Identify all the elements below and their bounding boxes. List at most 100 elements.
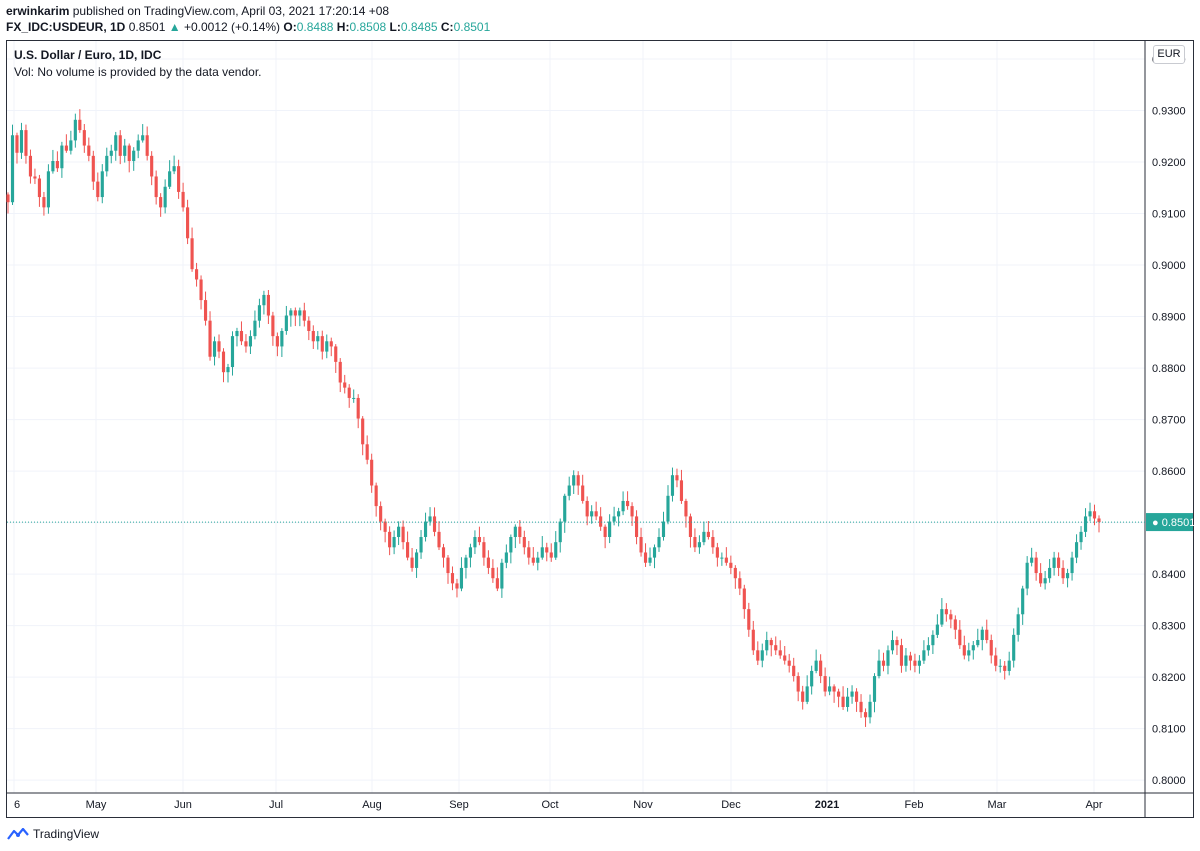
y-tick-label: 0.8400 — [1152, 569, 1186, 581]
candle-body — [235, 330, 239, 337]
y-tick-label: 0.8700 — [1152, 415, 1186, 427]
candle-body — [33, 176, 37, 179]
candle-body — [473, 537, 477, 548]
candle-body — [105, 155, 109, 172]
candle-body — [15, 135, 19, 153]
candle-body — [24, 130, 28, 156]
candle-body — [51, 161, 55, 172]
candle-body — [145, 135, 149, 156]
candle-body — [208, 320, 212, 357]
candle-body — [284, 315, 288, 331]
candle-body — [576, 475, 580, 486]
candle-body — [1097, 518, 1101, 523]
candle-body — [1021, 588, 1025, 615]
candle-body — [325, 341, 329, 352]
candle-body — [168, 171, 172, 187]
candle-body — [917, 660, 921, 666]
candle-body — [697, 542, 701, 548]
current-price-label: ● 0.8501 — [1152, 517, 1195, 529]
candle-body — [657, 537, 661, 548]
candle-body — [428, 516, 432, 522]
candle-body — [136, 140, 140, 151]
candle-body — [563, 495, 567, 522]
candle-body — [1070, 557, 1074, 574]
candle-body — [926, 645, 930, 651]
candle-body — [109, 150, 113, 156]
candle-body — [1025, 562, 1029, 589]
candle-body — [10, 135, 15, 203]
candle-body — [940, 609, 944, 625]
candle-body — [307, 320, 311, 331]
candle-body — [311, 330, 315, 342]
candle-body — [468, 547, 473, 558]
candle-body — [648, 557, 652, 563]
candle-body — [132, 150, 136, 162]
candle-body — [253, 320, 257, 337]
candle-body — [617, 511, 621, 517]
candle-body — [199, 279, 203, 301]
low-label: L: — [389, 20, 401, 34]
candle-body — [1034, 557, 1038, 574]
candle-body — [814, 660, 818, 671]
candle-body — [908, 655, 913, 661]
x-tick-label: Jun — [174, 799, 192, 811]
candle-body — [257, 305, 261, 321]
candle-body — [540, 547, 544, 558]
candle-body — [985, 629, 989, 641]
candle-body — [69, 140, 73, 151]
candle-body — [715, 547, 719, 558]
candle-body — [832, 686, 836, 692]
candle-body — [967, 650, 971, 656]
brand-name: TradingView — [33, 827, 100, 841]
open-label: O: — [283, 20, 297, 34]
candle-body — [343, 382, 347, 388]
candle-body — [194, 269, 199, 280]
candle-body — [805, 686, 809, 702]
candle-body — [706, 531, 710, 538]
candle-body — [356, 397, 360, 419]
candle-body — [536, 557, 540, 563]
candle-body — [410, 557, 414, 568]
x-tick-label: Nov — [633, 799, 653, 811]
volume-note: Vol: No volume is provided by the data v… — [14, 65, 262, 79]
candle-body — [590, 511, 594, 517]
candle-body — [114, 135, 118, 151]
candle-body — [751, 629, 755, 651]
candle-body — [212, 341, 217, 357]
candle-body — [181, 191, 185, 208]
candle-body — [73, 119, 77, 141]
candle-body — [760, 650, 764, 661]
candle-body — [666, 495, 670, 522]
candle-body — [419, 537, 423, 553]
candle-body — [994, 655, 998, 666]
candle-body — [652, 547, 657, 558]
candle-body — [756, 650, 760, 661]
candle-body — [890, 640, 895, 651]
candle-body — [554, 542, 558, 558]
candle-body — [19, 130, 24, 153]
candle-body — [504, 552, 508, 563]
candle-body — [500, 562, 504, 589]
candle-body — [1061, 567, 1065, 579]
current-price-badge — [1146, 513, 1193, 532]
candle-body — [738, 578, 742, 589]
candle-body — [549, 552, 553, 558]
candle-body — [1052, 557, 1056, 568]
candle-body — [913, 660, 917, 666]
candle-body — [96, 181, 100, 198]
author-link[interactable]: erwinkarim — [6, 4, 70, 18]
footer-brand[interactable]: TradingView — [7, 827, 99, 841]
candle-body — [163, 186, 167, 208]
symbol-label: FX_IDC:USDEUR, 1D — [6, 20, 126, 34]
candle-body — [298, 310, 302, 316]
quote-line: FX_IDC:USDEUR, 1D 0.8501 ▲ +0.0012 (+0.1… — [6, 19, 490, 35]
candle-body — [944, 609, 948, 615]
candle-body — [495, 578, 499, 589]
currency-badge[interactable]: EUR — [1153, 45, 1185, 64]
candle-body — [612, 516, 616, 522]
candle-body — [989, 640, 993, 656]
candle-body — [729, 562, 733, 568]
candle-body — [383, 521, 387, 532]
candle-body — [46, 171, 50, 208]
